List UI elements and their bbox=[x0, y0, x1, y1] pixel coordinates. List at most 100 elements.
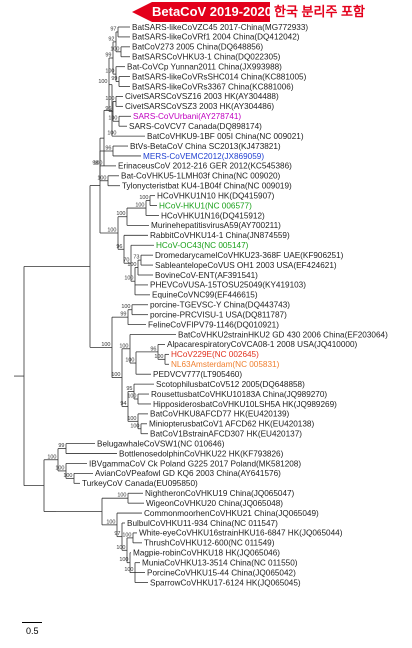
taxon-label: Magpie-robinCoVHKU18 HK(JQ065046) bbox=[133, 549, 280, 558]
bootstrap-value: 100 bbox=[127, 394, 136, 400]
taxon-label: HCoVHKU1N16(DQ415912) bbox=[161, 211, 265, 220]
red-arrow-icon bbox=[132, 2, 152, 22]
taxon-label: ErinaceusCoV 2012-216 GER 2012(KC545386) bbox=[118, 162, 292, 171]
taxon-label: HipposiderosbatCoVHKU10LSH5A HK(JQ989269… bbox=[153, 400, 337, 409]
bootstrap-value: 100 bbox=[97, 175, 106, 181]
bootstrap-value: 97 bbox=[114, 531, 120, 537]
taxon-label: White-eyeCoVHKU16strainHKU16-6847 HK(JQ0… bbox=[139, 529, 343, 538]
taxon-label: BtVs-BetaCoV China SC2013(KJ473821) bbox=[130, 142, 281, 151]
bootstrap-value: 100 bbox=[117, 493, 126, 499]
taxon-label: HCoV229E(NC 002645) bbox=[171, 350, 259, 359]
bootstrap-value: 94 bbox=[120, 401, 126, 407]
taxon-label: MiniopterusbatCoV1 AFCD62 HK(EU420138) bbox=[149, 420, 314, 429]
bootstrap-value: 100 bbox=[107, 131, 116, 137]
taxon-label: TurkeyCoV Canada(EU095850) bbox=[82, 479, 198, 488]
bootstrap-value: 100 bbox=[106, 519, 115, 525]
taxon-label: BovineCoV-ENT(AF391541) bbox=[155, 271, 258, 280]
bootstrap-value: 92 bbox=[108, 36, 114, 42]
bootstrap-value: 99 bbox=[111, 76, 117, 82]
bootstrap-value: 100 bbox=[124, 567, 133, 573]
bootstrap-value: 100 bbox=[125, 358, 134, 364]
bootstrap-value: 100 bbox=[107, 227, 116, 233]
bootstrap-value: 100 bbox=[105, 96, 114, 102]
taxon-label: Bat-CoVHKU5-1LMH03f China(NC 009020) bbox=[121, 172, 281, 181]
taxon-label: porcine-PRCVISU-1 USA(DQ811787) bbox=[150, 310, 287, 319]
bootstrap-value: 100 bbox=[124, 276, 133, 282]
taxon-label: PHEVCoVUSA-15TOSU25049(KY419103) bbox=[150, 281, 306, 290]
bootstrap-value: 97 bbox=[110, 26, 116, 32]
taxon-label: MERS-CoVEMC2012(JX869059) bbox=[143, 152, 264, 161]
taxon-label: BatSARS-likeCoVZC45 2017-China(MG772933) bbox=[132, 23, 308, 32]
taxon-label: BatSARS-likeCoVRsSHC014 China(KC881005) bbox=[132, 72, 307, 81]
taxon-label: porcine-TGEVSC-Y China(DQ443743) bbox=[150, 301, 290, 310]
taxon-label: PorcineCoVHKU15-44 China(JQ065042) bbox=[147, 568, 296, 577]
taxon-label: ThrushCoVHKU12-600(NC 011549) bbox=[144, 539, 275, 548]
bootstrap-value: 100 bbox=[108, 116, 117, 122]
taxon-label: NL63Amsterdam(NC 005831) bbox=[171, 360, 280, 369]
bootstrap-value: 100 bbox=[105, 69, 114, 75]
bootstrap-value: 100 bbox=[154, 354, 163, 360]
taxon-label: Tylonycteristbat KU4-1B04f China(NC 0090… bbox=[122, 182, 292, 191]
taxon-label: SARS-CoVUrbani(AY278741) bbox=[133, 112, 241, 121]
taxon-label: HCoV-OC43(NC 005147) bbox=[156, 241, 249, 250]
bootstrap-value: 100 bbox=[119, 343, 128, 349]
taxon-label: PEDVCV777(LT905460) bbox=[153, 370, 242, 379]
betacov-banner: BetaCoV 2019-2020 한국 분리주 포함 bbox=[132, 2, 410, 22]
bootstrap-value: 100 bbox=[110, 46, 119, 52]
taxon-label: SparrowCoVHKU17-6124 HK(JQ065045) bbox=[150, 578, 301, 587]
bootstrap-value: 100 bbox=[116, 211, 125, 217]
bootstrap-value: 96 bbox=[150, 346, 156, 352]
taxon-label: HCoV-HKU1(NC 006577) bbox=[159, 201, 252, 210]
bootstrap-value: 100 bbox=[93, 160, 102, 166]
bootstrap-value: 99 bbox=[58, 443, 64, 449]
taxon-label: BatSARSCoVHKU3-1 China(DQ022305) bbox=[132, 53, 281, 62]
taxon-label: CommonmoorhenCoVHKU21 China(JQ065049) bbox=[144, 509, 319, 518]
bootstrap-value: 100 bbox=[63, 473, 72, 479]
taxon-label: EquineCoVNC99(EF446615) bbox=[152, 291, 258, 300]
taxon-label: NightheronCoVHKU19 China(JQ065047) bbox=[145, 489, 295, 498]
bootstrap-value: 100 bbox=[98, 79, 107, 85]
scale-bar: 0.5 bbox=[22, 622, 44, 642]
korean-isolate-note: 한국 분리주 포함 bbox=[274, 4, 365, 19]
bootstrap-value: 100 bbox=[111, 372, 120, 378]
taxon-label: AlpacarespiratoryCoVCA08-1 2008 USA(JQ41… bbox=[167, 340, 358, 349]
bootstrap-value: 96 bbox=[105, 106, 111, 112]
taxon-label: FelineCoVFIPV79-1146(DQ010921) bbox=[148, 320, 279, 329]
taxon-label: BatCoV1BstrainAFCD307 HK(EU420137) bbox=[150, 430, 302, 439]
bootstrap-value: 95 bbox=[126, 386, 132, 392]
taxon-label: BottlenosedolphinCoVHKU22 HK(KF793826) bbox=[119, 449, 284, 458]
bootstrap-value: 100 bbox=[127, 262, 136, 268]
taxon-label: BatSARS-likeCoVRf1 2004 China(DQ412042) bbox=[132, 33, 300, 42]
taxon-label: AvianCoVPeafowl GD KQ6 2003 China(AY6415… bbox=[95, 469, 281, 478]
bootstrap-value: 100 bbox=[119, 557, 128, 563]
taxon-label: WigeonCoVHKU20 China(JQ065048) bbox=[146, 499, 283, 508]
taxon-label: BatCoVHKU8AFCD77 HK(EU420139) bbox=[150, 410, 290, 419]
taxon-label: BatCoVHKU9-1BF 005I China(NC 009021) bbox=[147, 132, 304, 141]
taxon-label: RabbitCoVHKU14-1 China(JN874559) bbox=[150, 231, 290, 240]
taxon-label: BulbulCoVHKU11-934 China(NC 011547) bbox=[127, 519, 278, 528]
taxon-label: ScotophilusbatCoV512 2005(DQ648858) bbox=[156, 380, 305, 389]
bootstrap-value: 70 bbox=[123, 258, 129, 264]
taxon-label: HCoVHKU1N10 HK(DQ415907) bbox=[157, 191, 275, 200]
bootstrap-value: 100 bbox=[139, 195, 148, 201]
bootstrap-value: 100 bbox=[122, 532, 131, 538]
bootstrap-value: 100 bbox=[121, 304, 130, 310]
bootstrap-value: 98 bbox=[92, 160, 98, 166]
taxon-label: BatCoVHKU2strainHKU2 GD 430 2006 China(E… bbox=[178, 330, 388, 339]
taxon-label: IBVgammaCoV Ck Poland G225 2017 Poland(M… bbox=[89, 459, 301, 468]
scale-bar-line bbox=[22, 622, 42, 623]
taxon-label: CivetSARSCoVSZ16 2003 HK(AY304488) bbox=[125, 92, 279, 101]
taxon-label: SARS-CoVCV7 Canada(DQ898174) bbox=[129, 122, 262, 131]
bootstrap-value: 100 bbox=[116, 545, 125, 551]
bootstrap-value: 96 bbox=[116, 244, 122, 250]
bootstrap-value: 100 bbox=[127, 416, 136, 422]
bootstrap-value: 100 bbox=[135, 203, 144, 209]
taxon-label: BatCoV273 2005 China(DQ648856) bbox=[132, 43, 263, 52]
taxon-label: MurinehepatitisvirusA59(AY700211) bbox=[151, 221, 281, 230]
taxon-label: DromedarycamelCoVHKU23-368F UAE(KF906251… bbox=[155, 251, 344, 260]
bootstrap-value: 99 bbox=[105, 53, 111, 59]
bootstrap-value: 73 bbox=[133, 255, 139, 261]
taxon-label: Bat-CoVCp Yunnan2011 China(JX993988) bbox=[127, 62, 282, 71]
taxon-label: BelugawhaleCoVSW1(NC 010646) bbox=[97, 439, 225, 448]
